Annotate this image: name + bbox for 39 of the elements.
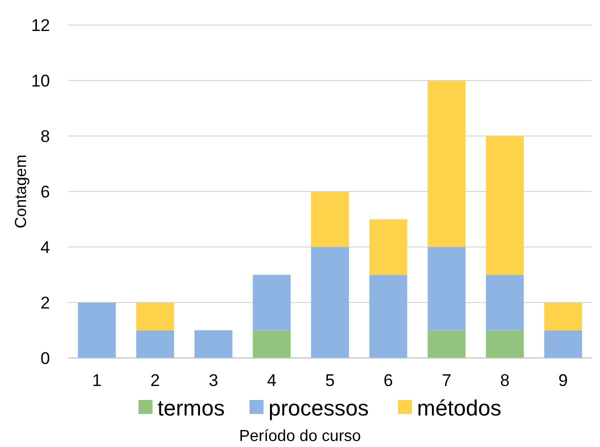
legend-label: métodos <box>417 396 502 421</box>
x-tick-label: 1 <box>92 371 102 390</box>
bar <box>252 330 291 358</box>
x-tick-label: 5 <box>325 371 335 390</box>
x-tick-label: 7 <box>442 371 452 390</box>
x-tick-label: 2 <box>150 371 160 390</box>
x-tick-label: 8 <box>500 371 510 390</box>
bar <box>311 247 349 358</box>
y-tick-label: 4 <box>40 238 50 257</box>
bar <box>136 302 174 330</box>
y-tick-label: 10 <box>31 71 50 90</box>
x-tick-label: 3 <box>208 371 218 390</box>
y-tick-label: 8 <box>40 126 50 146</box>
bar <box>369 274 408 358</box>
x-tick-label: 6 <box>384 371 394 390</box>
bar <box>544 302 582 330</box>
bar <box>544 330 582 358</box>
x-tick-label: 4 <box>266 371 276 390</box>
bar <box>428 80 466 247</box>
y-tick-label: 2 <box>40 293 50 312</box>
y-tick-label: 6 <box>40 182 50 202</box>
legend-label: processos <box>268 396 369 421</box>
y-tick-label: 12 <box>31 16 50 35</box>
bar <box>311 192 349 247</box>
y-axis-title: Contagem <box>13 154 30 228</box>
y-tick-label: 0 <box>40 348 50 368</box>
bar <box>486 330 524 358</box>
bar <box>428 247 466 330</box>
bar <box>78 302 116 358</box>
x-axis-title: Período do curso <box>239 428 362 445</box>
bar <box>136 330 174 358</box>
bar <box>486 136 524 275</box>
bar <box>428 330 466 358</box>
x-tick-label: 9 <box>558 371 568 390</box>
bar <box>194 330 232 358</box>
bar <box>369 219 408 275</box>
legend-label: termos <box>158 396 225 421</box>
bar <box>486 274 524 330</box>
bar <box>252 274 291 330</box>
